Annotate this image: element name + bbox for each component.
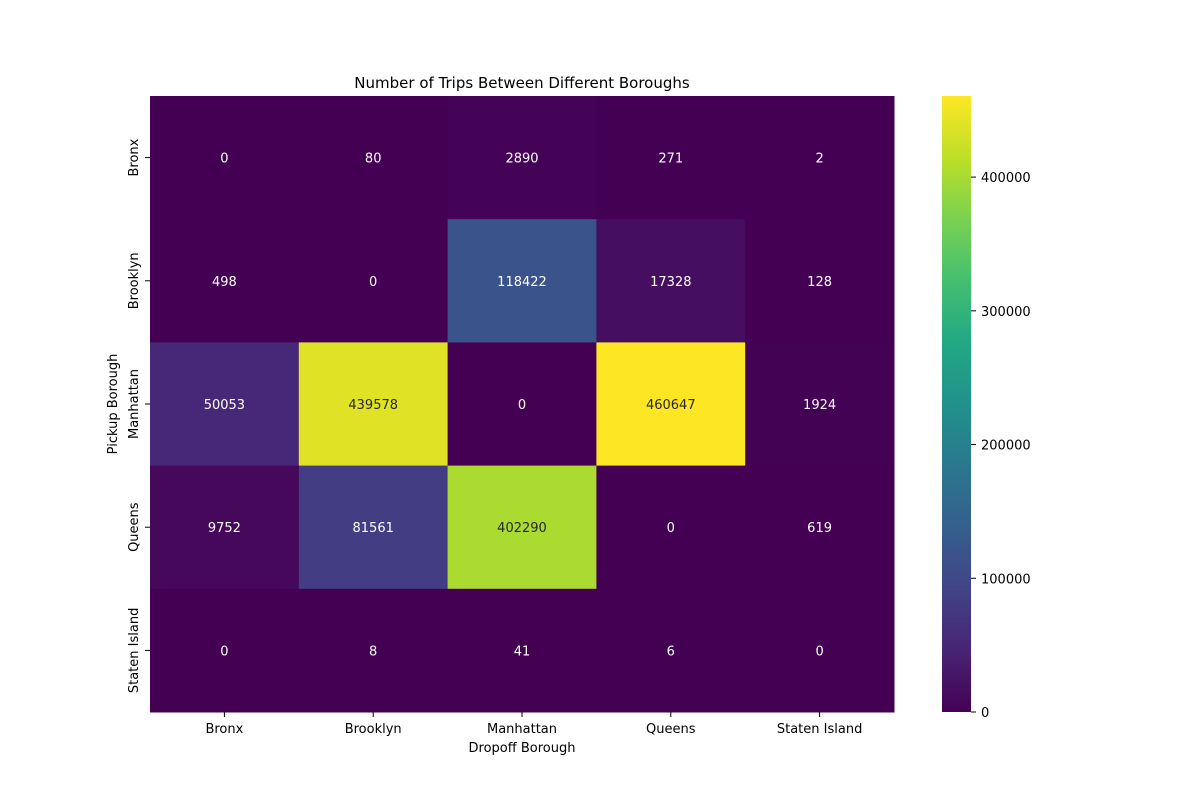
cell-value-label: 128 [807, 275, 832, 290]
heatmap-cell [150, 588, 300, 713]
cell-value-label: 0 [815, 644, 823, 659]
heatmap-cell [150, 219, 300, 343]
colorbar-tick-label: 300000 [981, 305, 1031, 320]
heatmap-cell [447, 219, 597, 343]
cell-value-label: 439578 [348, 398, 398, 413]
heatmap-cell [596, 465, 746, 590]
x-tick-label: Staten Island [777, 722, 862, 737]
cell-value-label: 498 [212, 275, 237, 290]
cell-value-label: 271 [658, 152, 683, 167]
cell-value-label: 402290 [497, 521, 547, 536]
heatmap-cell [745, 219, 895, 343]
heatmap-cell [596, 588, 746, 713]
cell-value-label: 17328 [650, 275, 691, 290]
y-tick-label: Bronx [127, 138, 142, 176]
y-axis-label: Pickup Borough [106, 354, 121, 455]
colorbar [942, 96, 971, 712]
x-tick-label: Queens [646, 722, 696, 737]
cell-value-label: 0 [220, 152, 228, 167]
cell-value-label: 80 [365, 152, 382, 167]
cell-value-label: 0 [220, 644, 228, 659]
cell-value-label: 460647 [646, 398, 696, 413]
heatmap-cell [298, 588, 449, 713]
heatmap-cell [298, 219, 449, 343]
x-axis: Bronx Brooklyn Manhattan Queens Staten Islan… [205, 712, 862, 737]
y-tick-label: Staten Island [127, 608, 142, 693]
chart-title: Number of Trips Between Different Boroug… [354, 74, 690, 92]
x-tick-label: Bronx [205, 722, 243, 737]
colorbar-tick-label: 100000 [981, 572, 1031, 587]
heatmap-cell [596, 96, 746, 220]
y-tick-label: Queens [127, 502, 142, 552]
heatmap-cell [596, 219, 746, 343]
cell-value-label: 8 [369, 644, 377, 659]
colorbar-tick-label: 400000 [981, 171, 1031, 186]
cell-value-label: 9752 [208, 521, 241, 536]
heatmap-cell [745, 465, 895, 590]
heatmap-cell [150, 96, 300, 220]
heatmap-cell [150, 465, 300, 590]
heatmap-cell [596, 342, 746, 467]
cell-value-label: 50053 [204, 398, 245, 413]
heatmap-cell [298, 465, 449, 590]
cell-value-label: 0 [369, 275, 377, 290]
heatmap-cell [447, 342, 597, 467]
cell-value-label: 118422 [497, 275, 547, 290]
heatmap-cell [447, 96, 597, 220]
cell-value-label: 2 [815, 152, 823, 167]
colorbar-axis: 0 100000 200000 300000 400000 [971, 171, 1031, 721]
cell-value-label: 619 [807, 521, 832, 536]
heatmap-cell [745, 588, 895, 713]
x-tick-label: Brooklyn [345, 722, 402, 737]
cell-value-label: 1924 [803, 398, 836, 413]
colorbar-tick-label: 200000 [981, 439, 1031, 454]
heatmap-cell [150, 342, 300, 467]
heatmap-cell [298, 342, 449, 467]
heatmap-cell [447, 588, 597, 713]
x-axis-label: Dropoff Borough [469, 741, 576, 756]
heatmap-cell [745, 96, 895, 220]
cell-value-label: 0 [667, 521, 675, 536]
colorbar-tick-label: 0 [981, 706, 989, 721]
y-tick-label: Manhattan [127, 369, 142, 439]
y-tick-label: Brooklyn [127, 252, 142, 309]
heatmap-cell [745, 342, 895, 467]
y-axis: Bronx Brooklyn Manhattan Queens Staten Islan… [127, 138, 150, 693]
cell-value-label: 6 [667, 644, 675, 659]
heatmap-cell [298, 96, 449, 220]
cell-value-label: 41 [514, 644, 531, 659]
cell-value-label: 0 [518, 398, 526, 413]
heatmap-cell [447, 465, 597, 590]
x-tick-label: Manhattan [487, 722, 557, 737]
cell-value-label: 81561 [353, 521, 394, 536]
cell-value-label: 2890 [505, 152, 538, 167]
